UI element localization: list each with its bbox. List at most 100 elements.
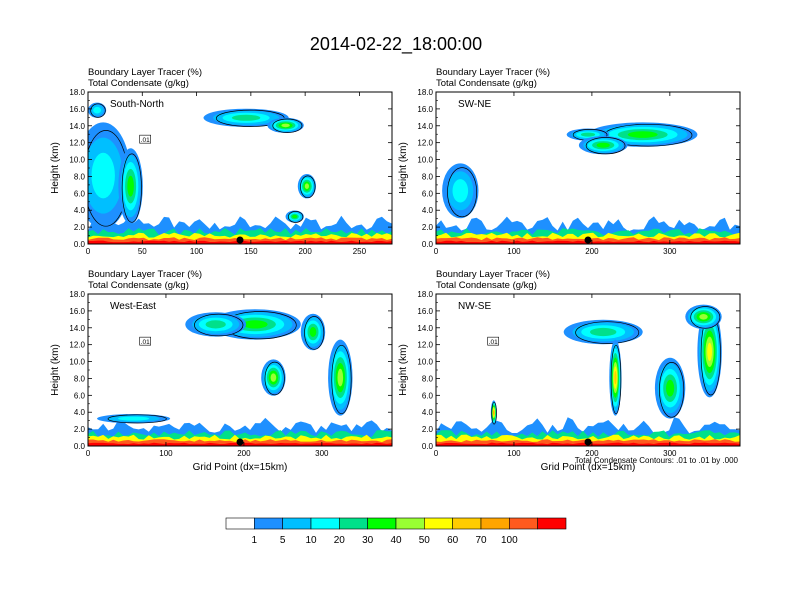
y-tick-label: 16.0: [69, 105, 85, 114]
colorbar-swatch: [480, 517, 510, 530]
y-tick-label: 8.0: [422, 374, 434, 383]
condensate-contour: [300, 175, 316, 199]
condensate-contour: [107, 414, 167, 424]
panel-title-line1: Boundary Layer Tracer (%): [88, 269, 202, 280]
x-tick-label: 50: [138, 247, 147, 256]
x-tick-label: 300: [315, 449, 329, 458]
contour-label: .01: [141, 137, 150, 144]
y-tick-label: 8.0: [74, 172, 86, 181]
y-tick-label: 4.0: [74, 408, 86, 417]
y-tick-label: 4.0: [74, 206, 86, 215]
panel-title-line2: Total Condensate (g/kg): [88, 280, 189, 291]
cloud-fill: [699, 314, 708, 320]
colorbar-label: 100: [501, 535, 518, 546]
y-tick-label: 18.0: [69, 290, 85, 299]
cloud-fill: [127, 175, 134, 197]
colorbar-label: 20: [334, 535, 346, 546]
y-tick-label: 6.0: [74, 391, 86, 400]
location-marker: [584, 236, 592, 244]
y-tick-label: 10.0: [417, 156, 433, 165]
y-tick-label: 10.0: [69, 358, 85, 367]
condensate-contour: [121, 153, 142, 223]
condensate-contour: [90, 103, 106, 118]
y-tick-label: 10.0: [69, 156, 85, 165]
y-tick-label: 2.0: [422, 223, 434, 232]
cloud-fill: [231, 114, 261, 121]
colorbar-swatch: [395, 517, 425, 530]
condensate-contour: [491, 401, 497, 425]
colorbar-swatch: [367, 517, 397, 530]
y-tick-label: 18.0: [417, 290, 433, 299]
cloud-fill: [452, 179, 469, 203]
x-tick-label: 0: [86, 449, 91, 458]
location-marker: [584, 438, 592, 446]
condensate-contour: [610, 344, 622, 415]
panel-0: .01 0.0 2.0 4.0 6.0 8.0 10.0 12.0 14.0 16.0 18.0 0 5…: [50, 67, 393, 256]
colorbar-label: 70: [475, 535, 487, 546]
x-tick-label: 100: [507, 449, 521, 458]
y-tick-label: 4.0: [422, 206, 434, 215]
x-tick-label: 300: [663, 247, 677, 256]
y-axis-label: Height (km): [398, 344, 409, 396]
x-tick-label: 0: [434, 247, 439, 256]
y-tick-label: 16.0: [69, 307, 85, 316]
x-tick-label: 250: [353, 247, 367, 256]
panel-label: SW-NE: [458, 99, 491, 110]
y-tick-label: 12.0: [417, 139, 433, 148]
condensate-contour: [447, 167, 478, 218]
y-tick-label: 16.0: [417, 307, 433, 316]
x-axis-label: Grid Point (dx=15km): [541, 462, 636, 473]
figure-title: 2014-02-22_18:00:00: [310, 34, 482, 55]
colorbar-swatch: [509, 517, 538, 530]
cloud-fill: [337, 368, 344, 387]
cloud-fill: [493, 410, 495, 415]
y-tick-label: 8.0: [74, 374, 86, 383]
y-tick-label: 6.0: [422, 189, 434, 198]
x-axis-label: Grid Point (dx=15km): [193, 462, 288, 473]
colorbar-label: 30: [362, 535, 374, 546]
panel-3: .01 0.0 2.0 4.0 6.0 8.0 10.0 12.0 14.0 16.0 18.0 0 1…: [398, 269, 741, 473]
colorbar-swatch: [339, 517, 368, 530]
cloud-fill: [205, 320, 226, 329]
plot-area: [88, 309, 392, 446]
x-tick-label: 100: [190, 247, 204, 256]
plot-area: [88, 102, 392, 244]
y-tick-label: 0.0: [422, 442, 434, 451]
panel-label: South-North: [110, 99, 164, 110]
cloud-fill: [242, 320, 268, 329]
colorbar-label: 10: [305, 535, 317, 546]
condensate-contour: [194, 313, 244, 337]
y-axis-label: Height (km): [398, 142, 409, 194]
contour-label-box: [487, 336, 499, 346]
y-tick-label: 8.0: [422, 172, 434, 181]
y-tick-label: 18.0: [417, 88, 433, 97]
plot-area: [436, 304, 740, 446]
cloud-fill: [270, 373, 277, 382]
condensate-contour: [304, 316, 325, 350]
condensate-contour: [287, 211, 304, 223]
y-tick-label: 16.0: [417, 105, 433, 114]
colorbar-swatch: [452, 517, 482, 530]
y-tick-label: 2.0: [74, 223, 86, 232]
colorbar: 1 5 10 20 30 40 50 60 70 100: [225, 517, 567, 546]
y-tick-label: 0.0: [422, 240, 434, 249]
contour-label-box: [139, 134, 151, 144]
colorbar-swatch: [424, 517, 453, 530]
y-tick-label: 10.0: [417, 358, 433, 367]
cloud-fill: [93, 106, 101, 114]
cloud-fill: [292, 214, 298, 219]
cloud-fill: [707, 342, 712, 361]
condensate-contour: [690, 306, 721, 329]
panel-title-line1: Boundary Layer Tracer (%): [436, 67, 550, 78]
panel-title-line2: Total Condensate (g/kg): [436, 78, 537, 89]
contour-label: .01: [141, 339, 150, 346]
x-tick-label: 200: [585, 449, 599, 458]
panel-1: 0.0 2.0 4.0 6.0 8.0 10.0 12.0 14.0 16.0 18.0 0 100 2…: [398, 67, 741, 256]
panels-group: .01 0.0 2.0 4.0 6.0 8.0 10.0 12.0 14.0 16.0 18.0 0 5…: [50, 67, 741, 473]
y-tick-label: 14.0: [417, 122, 433, 131]
x-tick-label: 0: [86, 247, 91, 256]
cloud-fill: [666, 379, 675, 397]
colorbar-swatch: [310, 517, 340, 530]
cloud-fill: [304, 183, 309, 189]
